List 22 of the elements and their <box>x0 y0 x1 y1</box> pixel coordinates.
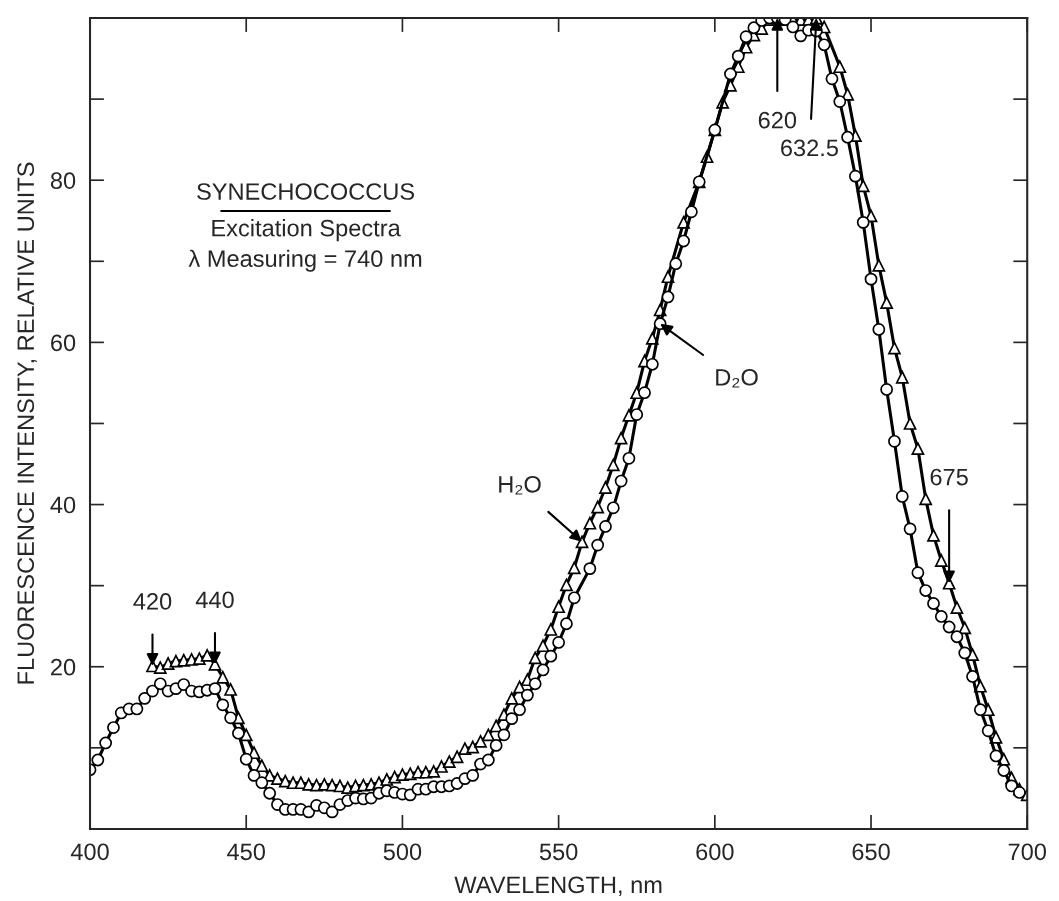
annotation: 632.5 <box>781 139 838 157</box>
annotation: 675 <box>930 468 968 486</box>
x-tick-label: 650 <box>852 843 890 861</box>
x-axis-title: WAVELENGTH, nm <box>454 876 662 897</box>
annotation: 620 <box>758 111 797 129</box>
text: Excitation Spectra λ Measuring = 740 nm <box>188 219 422 272</box>
x-tick-label: 500 <box>383 843 422 861</box>
x-tick-label: 700 <box>1008 843 1047 861</box>
x-tick-label: 550 <box>539 843 578 861</box>
x-tick-label: 600 <box>696 843 734 861</box>
annotation: H₂O <box>499 475 541 495</box>
y-axis-title: FLUORESCENCE INTENSITY, RELATIVE UNITS <box>17 162 37 684</box>
y-tick-label: 80 <box>50 172 76 189</box>
annotation: 420 <box>133 593 172 610</box>
text: SYNECHOCOCCUS <box>197 183 415 200</box>
annotation: 440 <box>195 591 234 609</box>
x-tick-label: 450 <box>227 843 265 861</box>
x-tick-label: 400 <box>70 843 109 861</box>
y-tick-label: 20 <box>51 658 76 676</box>
y-tick-label: 40 <box>50 496 76 514</box>
y-tick-label: 60 <box>51 334 76 352</box>
annotation: D₂O <box>716 368 758 388</box>
